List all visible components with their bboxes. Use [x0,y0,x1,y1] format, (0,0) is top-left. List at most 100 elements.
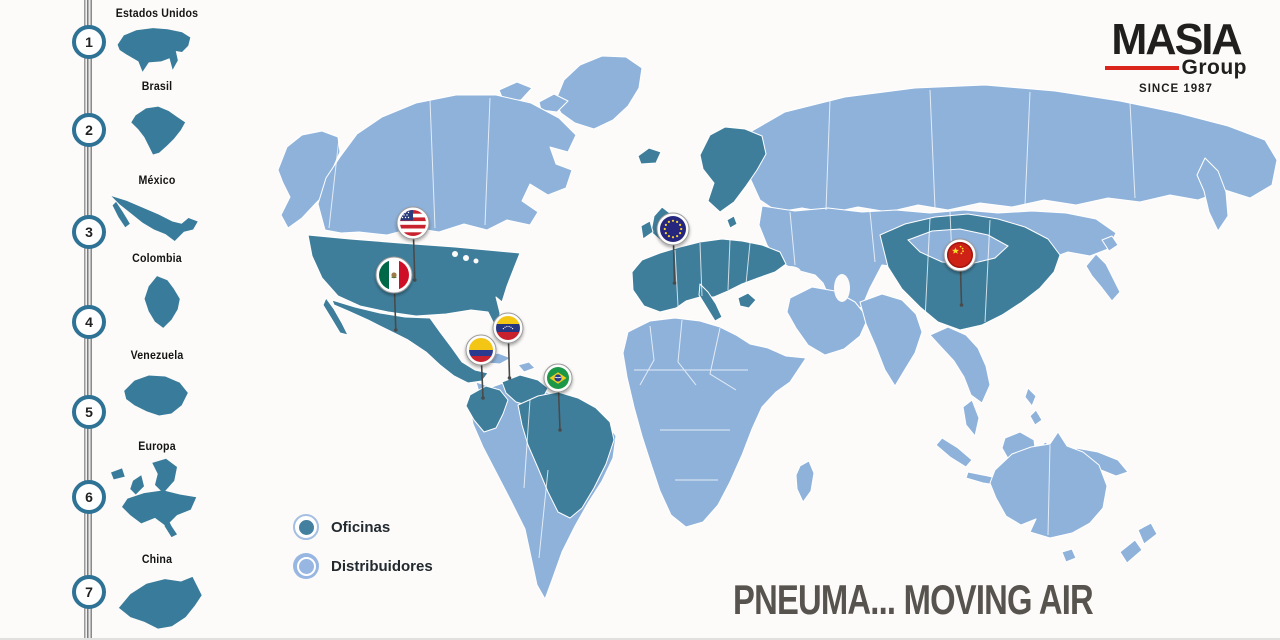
country-shape [124,375,188,416]
distributor-marker-inner [296,556,316,576]
land-new-zealand [1119,522,1158,564]
step-number: 3 [85,224,93,240]
colombia-flag-icon [469,338,493,362]
land-scandinavia [699,126,767,213]
pin-point [481,396,485,400]
step-number: 1 [85,34,93,50]
flag-pin-china [943,238,977,307]
border-line [634,319,748,481]
great-lake [463,255,469,261]
land-greece [737,292,757,309]
shape-iceland [111,468,125,480]
great-lake [473,258,479,264]
pin-stem [507,340,511,379]
pin-stem [393,290,397,331]
bottom-border-line [0,638,1280,640]
step-number: 7 [85,584,93,600]
tagline: PNEUMA... MOVING AIR [733,576,1094,623]
land-madagascar [795,460,815,503]
land-italy [698,283,723,322]
step-circle-3: 3 [72,215,106,249]
logo-subtitle: Group [1181,56,1247,79]
land-africa [622,317,807,528]
step-circle-2: 2 [72,113,106,147]
land-india [859,293,923,387]
pin-point [413,278,417,282]
pin-point [959,303,964,307]
border-line [924,217,991,323]
border-line [1047,444,1051,536]
flag-pin-colombia [465,334,497,400]
pin-stem [672,242,676,284]
logo-title: MASIA [1111,15,1242,64]
land-japan [1085,235,1121,302]
silhouette-estados-unidos [117,28,191,72]
border-line [523,399,549,559]
border-line [825,89,1136,211]
land-greenland [554,55,643,130]
land-philippines [1024,387,1043,426]
pin-stem [959,268,963,306]
land-kamchatka [1196,157,1229,232]
brazil-flag-icon [547,367,569,389]
sidebar-item-label-colombia: Colombia [132,253,182,265]
land-brazil [517,391,615,519]
eu-flag-icon [660,216,686,242]
logo-row: Group [1105,56,1247,80]
border-line [429,97,491,229]
step-number: 5 [85,404,93,420]
country-shape [118,576,202,629]
flag-pin-europa [656,212,690,285]
step-circle-4: 4 [72,305,106,339]
world-map [277,55,1278,600]
flag-pin-brasil [543,363,573,432]
flag-pin-mexico [375,256,413,332]
flag-pin-estados-unidos [396,206,430,282]
legend-label-distribuidores: Distribuidores [331,557,433,575]
land-canada [317,94,577,236]
land-colombia [465,385,509,433]
sidebar-item-label-mexico: México [138,175,176,187]
office-marker-inner [298,519,314,535]
pin-stem [557,389,561,431]
country-shape-baja [112,201,130,228]
legend-row-oficinas: Oficinas [293,514,433,540]
map-legend: Oficinas Distribuidores [293,514,433,592]
silhouette-colombia [144,276,180,328]
legend-label-oficinas: Oficinas [331,518,391,536]
usa-flag-icon [400,210,426,236]
black-sea [779,266,801,278]
legend-row-distribuidores: Distribuidores [293,553,433,579]
sidebar-item-label-china: China [141,554,173,566]
country-shape [131,106,186,155]
silhouette-venezuela [124,375,188,416]
pin-stem [412,236,416,281]
pin-point [672,281,677,285]
silhouette-china [118,576,202,629]
office-marker-icon [293,514,319,540]
step-circle-1: 1 [72,25,106,59]
country-shape [144,276,180,328]
land-russia [744,84,1278,214]
land-southeast-asia [929,326,991,437]
border-line [674,239,751,307]
shape-scandinavia [152,458,177,494]
land-ireland [640,220,654,240]
land-denmark [726,215,738,229]
country-shape [111,196,198,241]
pin-stem [480,362,484,399]
step-number: 2 [85,122,93,138]
border-line [328,137,340,229]
silhouette-brasil [131,106,186,155]
silhouette-europa [111,458,197,538]
distributor-marker-icon [293,553,319,579]
mexico-flag-icon [379,260,409,290]
sidebar-item-label-estados-unidos: Estados Unidos [115,8,199,20]
masia-group-logo: MASIA Group SINCE 1987 [1105,15,1247,95]
pin-point [394,328,398,332]
land-australia [989,431,1108,539]
land-europe-mainland [631,238,787,313]
great-lake [452,251,458,257]
flag-pin-venezuela [492,312,524,380]
